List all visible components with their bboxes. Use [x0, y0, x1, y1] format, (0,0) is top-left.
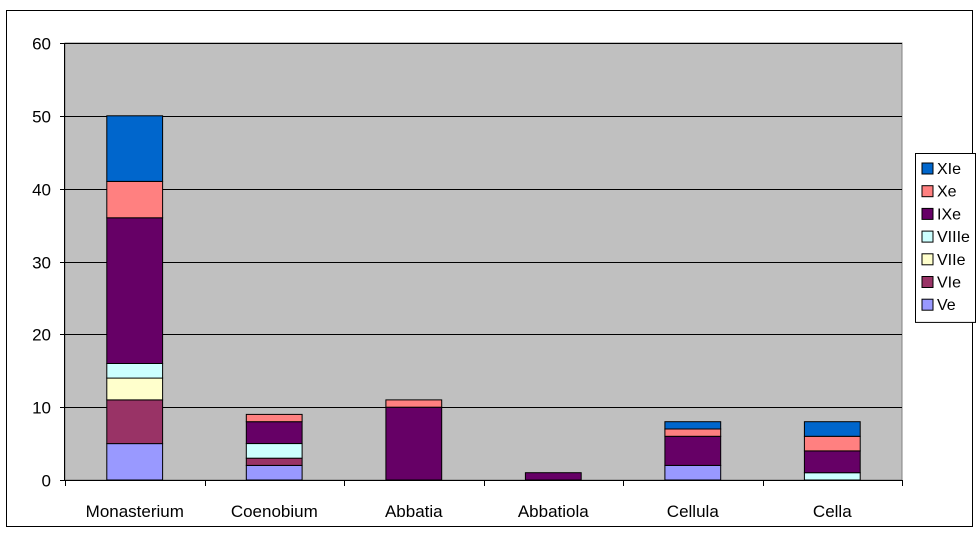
- bar-segment-monasterium-xie: [106, 115, 164, 182]
- y-tick-label: 40: [32, 181, 51, 200]
- legend-swatch: [921, 162, 934, 175]
- bar-segment-cella-xe: [803, 435, 861, 452]
- bar-segment-monasterium-ixe: [106, 217, 164, 364]
- legend-label: XIe: [937, 161, 961, 178]
- bar-segment-abbatia-ixe: [385, 406, 443, 481]
- x-axis: Monasterium Coenobium Abbatia Abbatiola Cell…: [65, 480, 903, 521]
- y-tick-label: 60: [32, 35, 51, 54]
- x-tick-label: Cellula: [667, 502, 720, 521]
- y-tick-label: 30: [32, 254, 51, 273]
- y-tick-label: 50: [32, 108, 51, 127]
- x-tick-label: Abbatia: [385, 502, 443, 521]
- bar-segment-cella-xie: [803, 421, 861, 437]
- legend-label: VIIe: [937, 252, 966, 269]
- legend-swatch: [921, 230, 934, 243]
- bar-segment-cella-viiie: [803, 472, 861, 481]
- plot-background: [64, 42, 903, 481]
- legend-swatch: [921, 185, 934, 198]
- legend-swatch: [921, 276, 934, 288]
- bar-segment-cellula-ixe: [664, 435, 722, 466]
- bar-segment-coenobium-vie: [245, 457, 303, 466]
- bar-segment-monasterium-viiie: [106, 363, 164, 379]
- legend-swatch: [921, 253, 934, 266]
- x-tick-label: Coenobium: [231, 502, 318, 521]
- legend-label: VIe: [937, 275, 961, 292]
- legend-label: VIIIe: [937, 229, 970, 246]
- y-axis: 0 10 20 30 40 50 60: [32, 35, 65, 491]
- x-tick-label: Monasterium: [86, 502, 184, 521]
- legend: XIe Xe IXe VIIIe VIIe VIe Ve: [915, 153, 976, 323]
- x-tick-label: Cella: [813, 502, 852, 521]
- legend-label: Xe: [937, 184, 957, 201]
- bar-segment-abbatiola-ixe: [524, 472, 582, 481]
- bar-segment-monasterium-xe: [106, 180, 164, 219]
- bar-segment-cellula-ve: [664, 464, 722, 481]
- bar-segment-coenobium-ixe: [245, 421, 303, 445]
- bar-segment-coenobium-ve: [245, 464, 303, 481]
- y-tick-label: 10: [32, 399, 51, 418]
- x-tick-label: Abbatiola: [518, 502, 589, 521]
- legend-label: IXe: [937, 206, 961, 223]
- plot-area: [64, 42, 903, 481]
- y-tick-label: 20: [32, 326, 51, 345]
- legend-swatch: [921, 298, 934, 311]
- bar-segment-abbatia-xe: [385, 399, 443, 408]
- y-tick-label: 0: [42, 472, 51, 491]
- bar-segment-coenobium-viiie: [245, 443, 303, 459]
- bar-segment-cella-ixe: [803, 450, 861, 474]
- bar-segment-monasterium-viie: [106, 377, 164, 401]
- bar-segment-monasterium-ve: [106, 443, 164, 481]
- bar-segment-cellula-xie: [664, 421, 722, 430]
- bar-segment-monasterium-vie: [106, 399, 164, 445]
- bar-segment-cellula-xe: [664, 428, 722, 437]
- legend-label: Ve: [937, 297, 956, 314]
- legend-swatch: [921, 207, 934, 220]
- bar-segment-coenobium-xe: [245, 413, 303, 423]
